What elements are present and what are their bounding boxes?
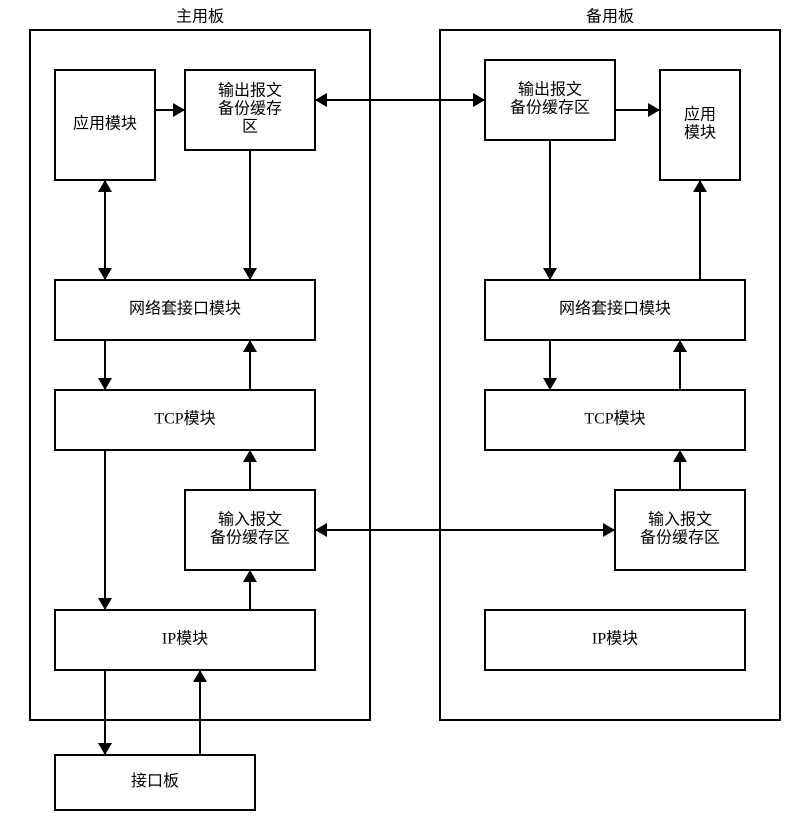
label-l_outbuf: 输出报文 [218, 82, 282, 100]
label-r_app: 应用 [684, 105, 716, 124]
label-r_app: 模块 [684, 124, 716, 142]
left-panel-title: 主用板 [176, 8, 224, 26]
label-l_outbuf: 备份缓存 [218, 100, 282, 118]
label-l_outbuf: 区 [242, 119, 258, 136]
diagram-canvas: 主用板备用板应用模块输出报文备份缓存区网络套接口模块TCP模块输入报文备份缓存区… [0, 0, 800, 840]
label-l_tcp: TCP模块 [154, 410, 215, 428]
label-l_app: 应用模块 [73, 114, 137, 133]
label-ifboard: 接口板 [131, 772, 179, 790]
label-l_ip: IP模块 [162, 630, 208, 648]
right-panel-title: 备用板 [586, 8, 634, 26]
label-l_inbuf: 备份缓存区 [210, 529, 290, 547]
label-r_sock: 网络套接口模块 [559, 299, 671, 318]
label-r_outbuf: 备份缓存区 [510, 99, 590, 117]
label-r_tcp: TCP模块 [584, 410, 645, 428]
label-r_outbuf: 输出报文 [518, 81, 582, 99]
label-r_ip: IP模块 [592, 630, 638, 648]
label-r_inbuf: 备份缓存区 [640, 529, 720, 547]
label-r_inbuf: 输入报文 [648, 511, 712, 529]
label-l_inbuf: 输入报文 [218, 511, 282, 529]
label-l_sock: 网络套接口模块 [129, 299, 241, 318]
